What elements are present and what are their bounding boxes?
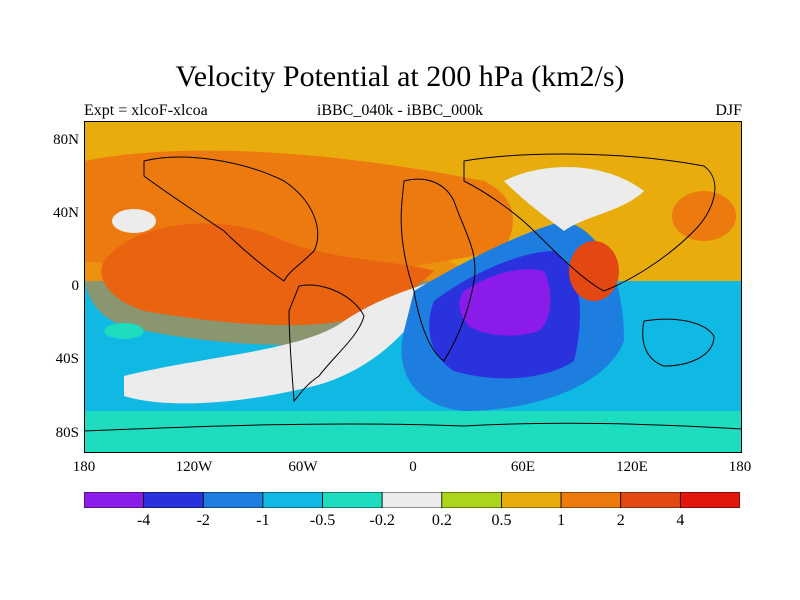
colorbar-label: 2 [616,512,625,529]
atlantic-white-band [124,281,434,404]
lat-label-40s: 40S [55,351,79,367]
colorbar-label: 1 [557,512,566,529]
lon-label-0: 0 [409,459,417,475]
teal-patch-west [104,323,144,339]
coastlines [84,153,742,432]
colorbar-swatch [679,492,740,508]
lat-label-40n: 40N [53,205,79,221]
north-pacific-orange [672,191,736,241]
colorbar [84,492,740,508]
lon-label-120w: 120W [175,459,213,475]
lon-label-180e: 180 [728,459,752,475]
lat-label-0: 0 [71,278,80,294]
map-border [84,121,742,453]
colorbar-swatch [381,492,443,508]
colorbar-label: -2 [196,512,210,529]
colorbar-swatch [322,492,383,508]
colorbar-label: -4 [136,512,151,529]
europe-africa-coast [400,178,476,362]
comparison-label: iBBC_040k - iBBC_000k [316,102,484,119]
north-america-coast [143,156,319,282]
colorbar-label: 0.2 [431,512,452,529]
colorbar-swatch [560,492,622,508]
colorbar-swatch [143,492,204,508]
colorbar-label: -0.5 [309,512,336,529]
south-america-coast [288,284,365,403]
colorbar-label: -1 [256,512,270,529]
colorbar-swatch [501,492,562,508]
colorbar-label: 0.5 [491,512,512,529]
lon-label-60e: 60E [510,459,536,475]
indian-ocean-purple [459,269,551,336]
maritime-orange-blob [569,241,619,301]
experiment-label: Expt = xlcoF-xlcoa [84,102,208,119]
colorbar-label: 4 [676,512,685,529]
lat-label-80s: 80S [55,425,79,441]
colorbar-swatch [441,492,502,508]
velocity-potential-map [84,121,742,453]
lon-label-60w: 60W [288,459,318,475]
colorbar-label: -0.2 [369,512,395,529]
colorbar-swatch [262,492,323,508]
australia-coast [642,318,715,367]
lon-label-180w: 180 [72,459,96,475]
lat-label-80n: 80N [53,132,79,148]
colorbar-swatch [202,492,264,508]
colorbar-swatch [620,492,681,508]
season-label: DJF [715,102,742,119]
asia-white-crescent [504,167,644,231]
white-spot [112,209,156,233]
southern-ocean-teal [84,411,742,453]
antarctica-coast [84,422,742,432]
asia-coast [463,153,716,292]
plot-title: Velocity Potential at 200 hPa (km2/s) [175,60,625,93]
colorbar-swatch [84,492,145,508]
lon-label-120e: 120E [616,459,648,475]
